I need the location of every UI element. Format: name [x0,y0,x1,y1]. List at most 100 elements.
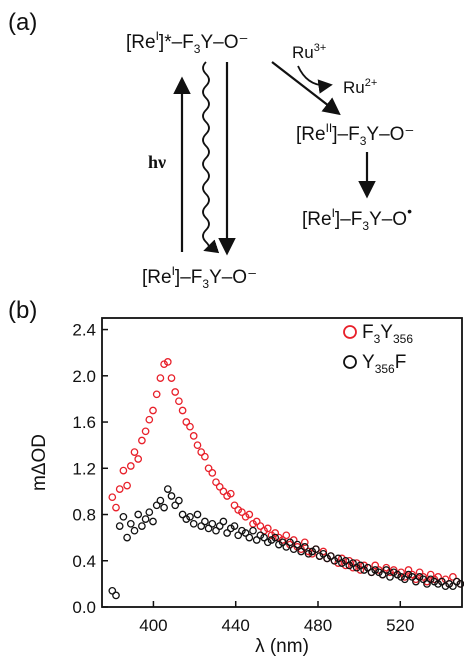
f3y356-data-point [245,510,254,519]
y356f-data-point [230,522,239,530]
x-tick-label: 400 [139,616,167,635]
f3y356-data-point [449,573,457,581]
y-tick-label: 1.2 [72,459,96,478]
y356f-data-point [160,503,168,512]
y356f-data-point [423,580,431,588]
f3y356-data-point [126,462,135,470]
excitation-label: hν [148,152,166,172]
y-tick-label: 0.8 [72,506,96,525]
x-axis-label: λ (nm) [255,636,309,657]
y356f-data-point [130,526,139,535]
y356f-data-point [219,517,228,526]
f3y356-data-point [156,374,165,382]
f3y356-data-point [175,397,183,406]
y356f-data-point [152,501,161,510]
y356f-data-point [334,554,343,563]
y356f-data-point [363,563,372,572]
y356f-data-point [171,501,180,510]
reii-state-label: [ReII]–F3Y–O⁻ [296,121,414,148]
f3y356-data-point [426,570,435,579]
y356f-data-point [349,559,357,567]
y-axis-label: mΔOD [29,434,50,491]
legend-label: F3Y356 [362,322,413,346]
f3y356-data-point [215,482,224,491]
y356f-data-point [319,549,328,558]
y356f-data-point [400,575,409,584]
spectrum-chart: 400 440 480 520 0.0 0.4 0.8 1.2 1.6 2.0 2.4 λ (nm) m… [29,317,464,657]
y356f-data-point [449,582,457,591]
f3y356-data-point [219,487,228,496]
y356f-data-point [356,561,365,570]
nonradiative-decay-arrow [202,61,220,254]
f3y356-data-point [230,501,239,510]
x-tick-label: 440 [222,616,250,635]
y356f-data-point [149,517,157,526]
y356f-data-point [241,529,250,537]
electron-transfer-arrow [271,61,341,116]
y356f-data-point [119,512,128,521]
y356f-data-point [289,545,298,554]
y356f-data-point [252,536,261,544]
y356f-data-point [126,519,135,528]
y356f-data-point [215,522,224,530]
y356f-data-point [123,533,131,542]
y356f-data-point [341,556,350,565]
y356f-data-point [175,496,183,505]
y356f-data-point [134,510,143,519]
f3y356-data-point [208,469,217,477]
f3y356-data-point [256,522,265,530]
y356f-data-point [437,577,446,586]
y356f-data-point [204,524,213,533]
f3y356-data-point [204,464,213,473]
y-tick-label: 2.4 [72,321,96,340]
y356f-data-point [115,522,124,530]
f3y356-data-point [123,481,131,490]
plot-frame [101,317,463,608]
f3y356-data-point [278,536,287,544]
y356f-data-point [145,508,154,517]
y356f-data-point [156,496,165,505]
y356f-data-point [163,485,172,493]
f3y356-data-point [252,517,261,526]
f3y356-data-point [408,570,417,579]
y356f-data-point [293,540,302,549]
y356f-data-point [245,533,254,542]
y356f-data-point [189,519,198,528]
y-tick-label: 1.6 [72,413,96,432]
f3y356-data-point [186,422,194,431]
y356f-data-point [112,591,120,600]
y356f-data-point [419,575,428,584]
y356f-data-point [108,586,117,595]
y356f-data-point [223,529,231,537]
y356f-data-point [378,570,387,579]
y356f-data-point [167,492,176,500]
y356f-data-point [234,531,243,540]
f3y356-data-point [119,466,128,475]
f3y356-data-point [282,531,291,540]
f3y356-data-point [141,427,150,436]
f3y356-data-point [201,452,209,461]
y356f-data-point [412,577,420,586]
f3y356-data-point [238,508,246,517]
f3y356-data-point [145,415,154,424]
y356f-data-point [297,547,305,556]
f3y356-data-point [115,485,124,493]
legend-label: Y356F [362,352,406,376]
f3y356-data-point [308,549,317,558]
radical-state-label: [ReI]–F3Y–O• [302,203,412,233]
y356f-data-point [382,566,391,574]
y356f-data-point [208,519,217,528]
y356f-data-point [193,510,202,519]
f3y356-data-point [189,432,198,440]
f3y356-data-point [171,388,180,396]
f3y356-data-point [149,406,157,415]
y356f-data-point [286,538,294,547]
y-tick-label: 2.0 [72,367,96,386]
y356f-data-point [271,533,280,542]
ruthenium-curved-arrow [297,65,333,94]
y356f-data-point [278,538,287,547]
y356f-data-point [282,543,291,551]
x-tick-label: 480 [304,616,332,635]
f3y356-data-point [300,538,309,547]
